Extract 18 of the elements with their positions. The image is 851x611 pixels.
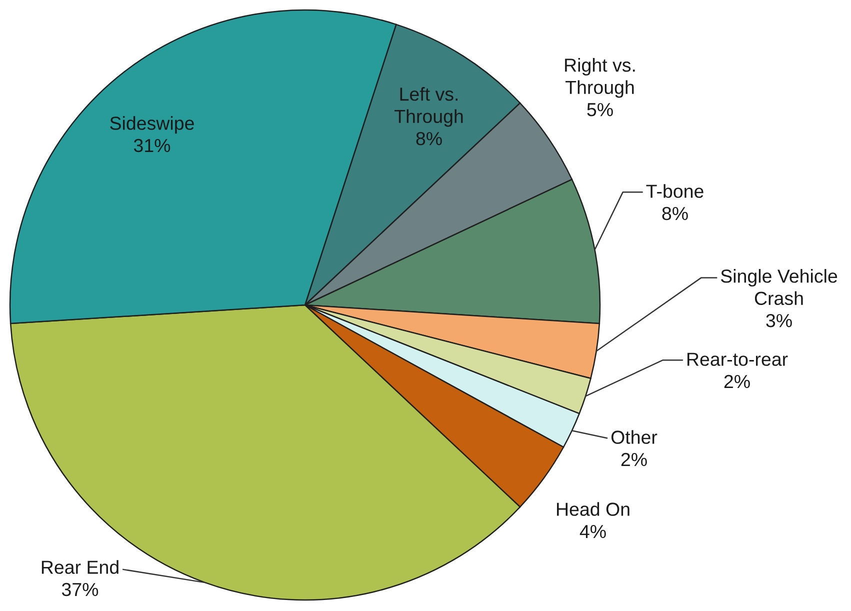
data-label: 37%: [62, 582, 98, 596]
data-label: 5%: [587, 103, 613, 116]
data-label: 4%: [580, 524, 606, 538]
data-label: 31%: [134, 138, 170, 152]
slice-label: Rear-to-rear: [687, 352, 788, 366]
slice-label: Right vs. Through: [565, 58, 635, 98]
slice-label: Head On: [557, 502, 630, 516]
slice-label: Single Vehicle Crash: [720, 269, 838, 306]
data-label: 2%: [621, 452, 647, 466]
data-label: 8%: [416, 132, 442, 146]
data-label: 8%: [662, 206, 688, 220]
slice-label: T-bone: [646, 184, 704, 198]
slice-label: Sideswipe: [110, 116, 194, 134]
data-label: 2%: [724, 374, 750, 388]
slice-label: Other: [611, 430, 658, 444]
data-label: 3%: [766, 314, 792, 328]
slice-label: Left vs. Through: [394, 87, 463, 127]
slice-label: Rear End: [42, 560, 118, 574]
